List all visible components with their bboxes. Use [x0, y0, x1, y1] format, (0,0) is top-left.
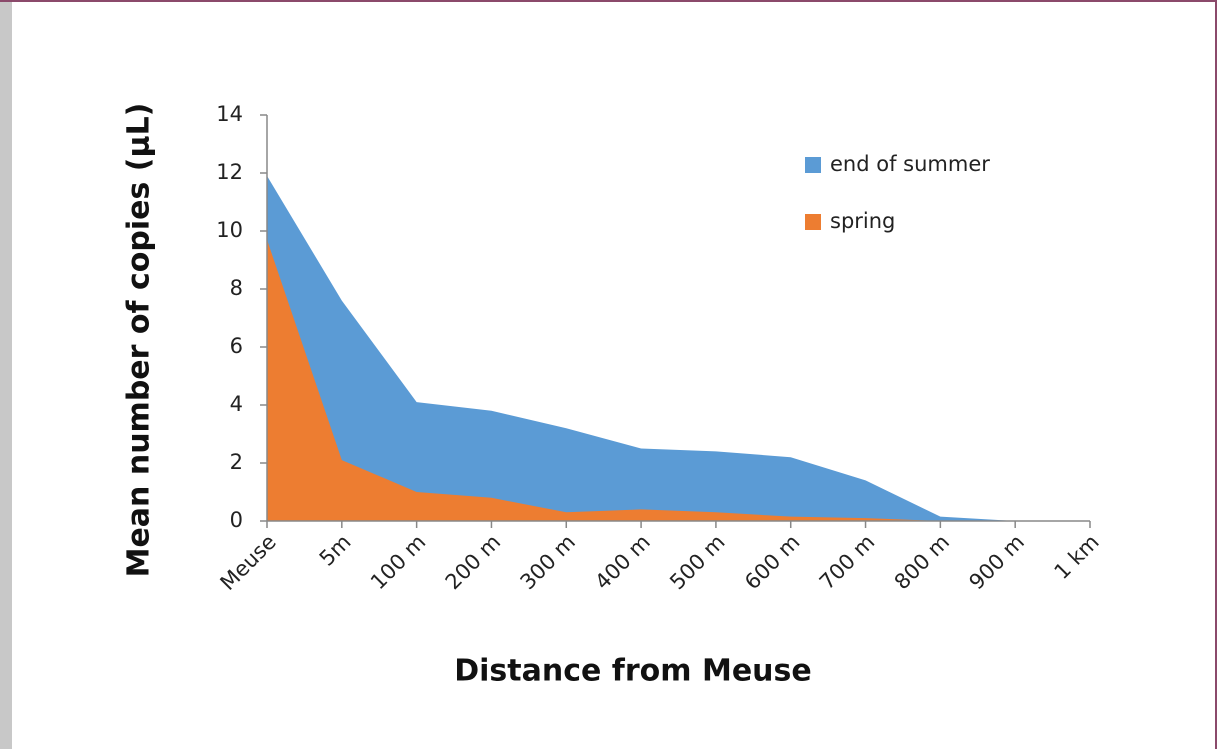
y-tick-label: 8 [230, 276, 243, 300]
y-tick-label: 12 [216, 160, 243, 184]
left-frame [0, 0, 12, 749]
area [267, 239, 1090, 521]
legend-label: spring [830, 209, 895, 233]
y-tick-label: 2 [230, 450, 243, 474]
y-tick-label: 6 [230, 334, 243, 358]
y-tick-label: 4 [230, 392, 243, 416]
y-tick-label: 0 [230, 508, 243, 532]
y-tick-label: 14 [216, 102, 243, 126]
legend-label: end of summer [830, 152, 990, 176]
y-tick-label: 10 [216, 218, 243, 242]
x-axis-title: Distance from Meuse [454, 654, 811, 689]
area [267, 175, 1090, 521]
y-axis-title: Mean number of copies (µL) [122, 103, 157, 578]
legend-swatch [805, 157, 821, 173]
legend-swatch [805, 214, 821, 230]
